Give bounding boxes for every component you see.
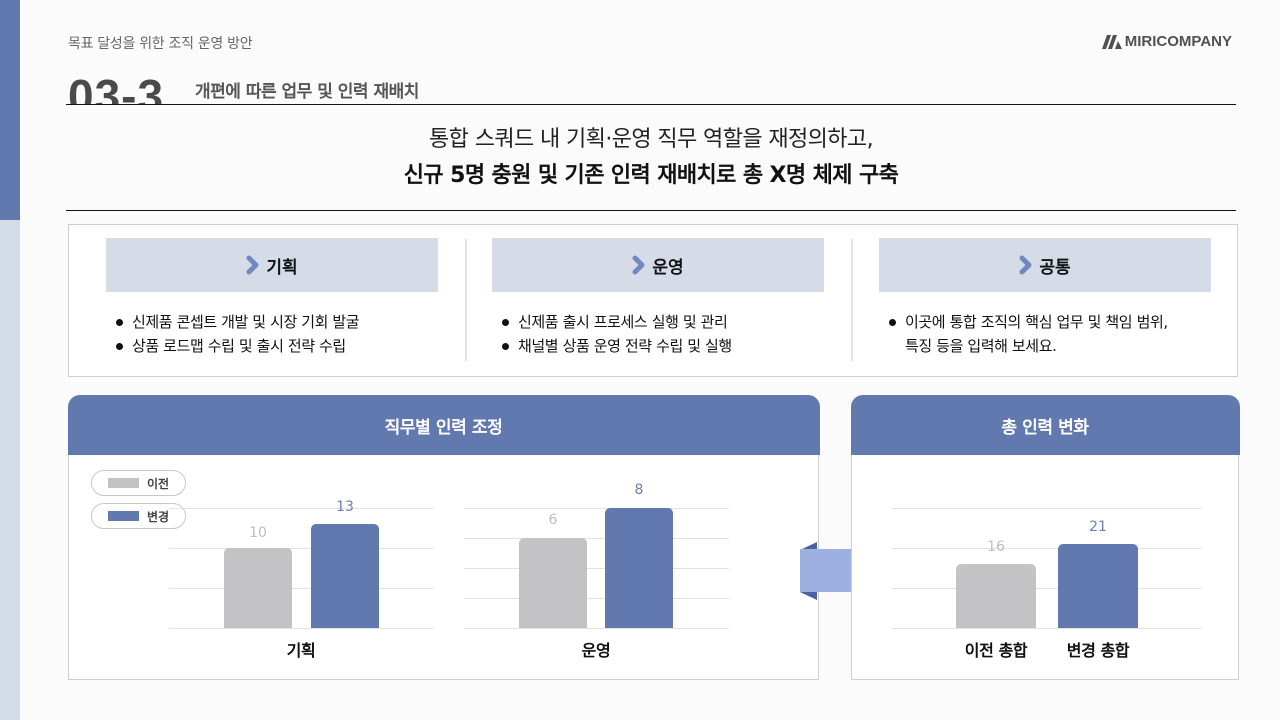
gridline [169, 588, 434, 589]
gridline [169, 508, 434, 509]
headline-divider [66, 210, 1236, 211]
section-title: 개편에 따른 업무 및 인력 재배치 [195, 82, 419, 102]
role-title: 기획 [266, 257, 298, 278]
category-label: 운영 [581, 641, 611, 660]
value-label: 6 [548, 512, 558, 528]
gridline [464, 538, 729, 539]
header-divider [66, 104, 1236, 105]
list-item: 특징 등을 입력해 보세요. [905, 337, 1057, 355]
panel-title: 총 인력 변화 [850, 395, 1240, 455]
list-item: 상품 로드맵 수립 및 출시 전략 수립 [114, 334, 438, 358]
headline: 통합 스쿼드 내 기획·운영 직무 역할을 재정의하고, 신규 5명 충원 및 … [66, 124, 1236, 194]
bar-operations-next [605, 508, 673, 628]
value-label: 13 [336, 499, 354, 515]
bar-total-next [1058, 544, 1138, 628]
list-item: 이곳에 통합 조직의 핵심 업무 및 책임 범위, [887, 310, 1211, 334]
chart-operations: 6 8 운영 [464, 482, 729, 660]
headline-line-2: 신규 5명 충원 및 기존 인력 재배치로 총 X명 체제 구축 [403, 163, 899, 188]
value-label: 16 [987, 539, 1005, 555]
category-label: 이전 총합 [964, 641, 1028, 660]
role-duties: 신제품 콘셉트 개발 및 시장 기회 발굴 상품 로드맵 수립 및 출시 전략 … [106, 310, 438, 358]
list-item: 채널별 상품 운영 전략 수립 및 실행 [500, 334, 824, 358]
value-label: 8 [634, 482, 644, 498]
sidebar-accent-top [0, 0, 20, 220]
gridline [464, 568, 729, 569]
bar-operations-prev [519, 538, 587, 628]
gridline [892, 588, 1202, 589]
by-role-chart-panel: 직무별 인력 조정 이전 변경 10 13 기획 6 8 운영 [67, 395, 820, 680]
role-title: 공통 [1039, 257, 1071, 278]
chevron-right-icon [632, 255, 645, 275]
bar-planning-prev [224, 548, 292, 628]
role-header: 공통 [879, 238, 1211, 292]
role-header: 기획 [106, 238, 438, 292]
chevron-right-icon [246, 255, 259, 275]
gridline [892, 548, 1202, 549]
sidebar-accent-bottom [0, 220, 20, 720]
value-label: 10 [249, 525, 267, 541]
logo-mark-icon [1101, 34, 1122, 49]
role-card-common: 공통 이곳에 통합 조직의 핵심 업무 및 책임 범위, 특징 등을 입력해 보… [879, 238, 1211, 358]
gridline [464, 628, 729, 629]
role-card-planning: 기획 신제품 콘셉트 개발 및 시장 기회 발굴 상품 로드맵 수립 및 출시 … [106, 238, 438, 358]
company-logo: MIRICOMPANY [1101, 33, 1232, 50]
category-label: 기획 [286, 641, 316, 660]
chart-planning: 10 13 기획 [169, 499, 434, 660]
list-item: 신제품 콘셉트 개발 및 시장 기회 발굴 [114, 310, 438, 334]
logo-text: MIRICOMPANY [1124, 33, 1232, 50]
section-number: 03-3 [68, 70, 165, 104]
legend-swatch-next [108, 511, 139, 521]
legend-swatch-prev [108, 478, 139, 488]
bar-planning-next [311, 524, 379, 628]
role-duties: 이곳에 통합 조직의 핵심 업무 및 책임 범위, 특징 등을 입력해 보세요. [879, 310, 1211, 358]
chart-total: 16 21 이전 총합 변경 총합 [892, 508, 1202, 660]
role-definitions: 기획 신제품 콘셉트 개발 및 시장 기회 발굴 상품 로드맵 수립 및 출시 … [68, 224, 1238, 377]
legend-label: 이전 [147, 476, 170, 491]
role-card-operations: 운영 신제품 출시 프로세스 실행 및 관리 채널별 상품 운영 전략 수립 및… [492, 238, 824, 358]
role-duties: 신제품 출시 프로세스 실행 및 관리 채널별 상품 운영 전략 수립 및 실행 [492, 310, 824, 358]
legend-item-prev: 이전 [91, 470, 186, 496]
gridline [169, 548, 434, 549]
role-header: 운영 [492, 238, 824, 292]
legend-item-next: 변경 [91, 503, 186, 529]
role-title: 운영 [652, 257, 684, 278]
panel-title: 직무별 인력 조정 [67, 395, 820, 455]
gridline [464, 598, 729, 599]
list-item: 신제품 출시 프로세스 실행 및 관리 [500, 310, 824, 334]
column-divider [851, 239, 853, 361]
category-label: 변경 총합 [1066, 641, 1130, 660]
gridline [464, 508, 729, 509]
legend-label: 변경 [147, 509, 170, 524]
value-label: 21 [1089, 519, 1107, 535]
bar-total-prev [956, 564, 1036, 628]
chevron-right-icon [1019, 255, 1032, 275]
total-chart-panel: 총 인력 변화 16 21 이전 총합 변경 총합 [850, 395, 1240, 680]
gridline [892, 628, 1202, 629]
gridline [169, 628, 434, 629]
gridline [892, 508, 1202, 509]
column-divider [465, 239, 467, 361]
page-subtitle: 목표 달성을 위한 조직 운영 방안 [68, 36, 253, 52]
headline-line-1: 통합 스쿼드 내 기획·운영 직무 역할을 재정의하고, [429, 127, 874, 152]
